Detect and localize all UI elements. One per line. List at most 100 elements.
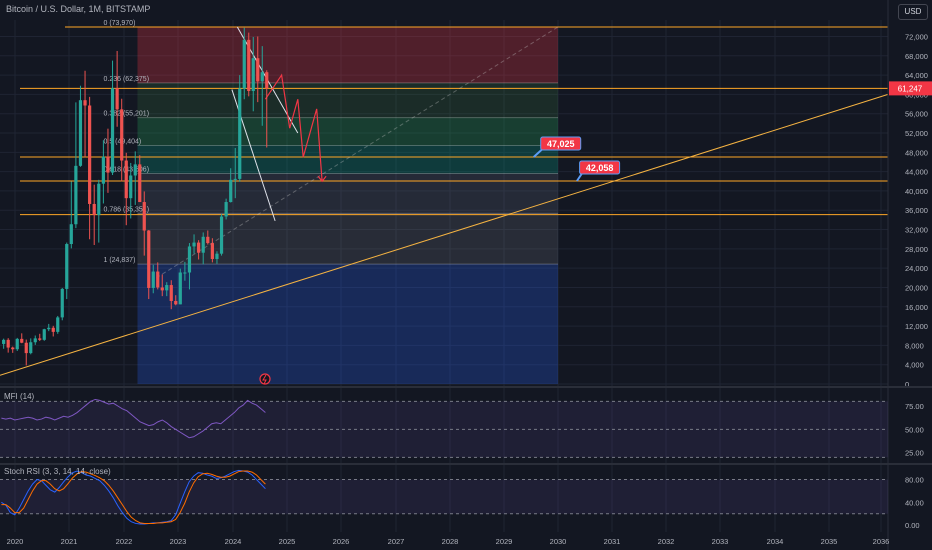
candle-body <box>69 224 73 245</box>
fib-label: 0.382 (55,201) <box>104 111 150 118</box>
candle-body <box>110 88 115 173</box>
candle-body <box>256 58 260 82</box>
projection-zigzag <box>264 73 323 182</box>
fib-label: 1 (24,837) <box>104 257 136 264</box>
candle-body <box>201 236 205 253</box>
candle-body <box>97 183 101 216</box>
price-tick-label: 52,000 <box>905 129 928 138</box>
oscillator-tick-label: 50.00 <box>905 425 924 434</box>
candle-body <box>33 338 37 343</box>
price-tick-label: 40,000 <box>905 187 928 196</box>
time-tick-label: 2025 <box>279 537 296 546</box>
candle-body <box>78 100 83 166</box>
time-tick-label: 2034 <box>767 537 784 546</box>
candle-body <box>133 164 137 176</box>
candle-body <box>56 317 60 332</box>
candle-body <box>233 178 237 180</box>
time-tick-label: 2036 <box>873 537 890 546</box>
candle-body <box>265 72 269 89</box>
candle-body <box>215 253 219 259</box>
candle-body <box>38 338 42 340</box>
fib-zone <box>137 173 558 214</box>
last-price-label: 61,247 <box>898 84 923 93</box>
fib-label: 0.236 (62,375) <box>104 76 150 83</box>
price-tick-label: 16,000 <box>905 303 928 312</box>
projection-arrowhead <box>317 175 327 183</box>
candle-body <box>106 156 110 173</box>
time-tick-label: 2027 <box>388 537 405 546</box>
band-fill <box>0 479 888 514</box>
price-tick-label: 64,000 <box>905 71 928 80</box>
oscillator-tick-label: 40.00 <box>905 498 924 507</box>
price-tick-label: 44,000 <box>905 168 928 177</box>
time-tick-label: 2020 <box>7 537 24 546</box>
candle-body <box>129 175 133 199</box>
candle-body <box>192 242 196 247</box>
price-tick-label: 20,000 <box>905 283 928 292</box>
candle-body <box>42 329 46 340</box>
candle-body <box>160 287 164 291</box>
candle-body <box>138 164 142 203</box>
candle-body <box>88 105 92 204</box>
fib-label: 0 (73,970) <box>104 20 136 27</box>
candle-body <box>183 272 187 274</box>
candle-body <box>169 285 173 301</box>
lightning-icon <box>259 373 271 385</box>
candle-body <box>24 342 28 354</box>
chart-title: Bitcoin / U.S. Dollar, 1M, BITSTAMP <box>6 4 151 14</box>
candle-body <box>15 338 19 350</box>
candle-body <box>219 216 224 254</box>
candle-body <box>51 327 55 332</box>
time-tick-label: 2022 <box>116 537 133 546</box>
candle-body <box>120 109 124 161</box>
candle-body <box>187 246 192 273</box>
price-tick-label: 8,000 <box>905 341 924 350</box>
candle-body <box>60 288 64 318</box>
oscillator-tick-label: 75.00 <box>905 402 924 411</box>
time-tick-label: 2030 <box>550 537 567 546</box>
time-tick-label: 2031 <box>604 537 621 546</box>
candle-body <box>74 165 78 225</box>
candle-body <box>47 327 51 330</box>
candle-body <box>2 339 6 344</box>
candle-body <box>165 285 169 291</box>
time-tick-label: 2024 <box>225 537 242 546</box>
oscillator-series <box>1 398 266 439</box>
price-tick-label: 56,000 <box>905 110 928 119</box>
price-tick-label: 68,000 <box>905 52 928 61</box>
annotation-box <box>579 160 621 175</box>
candle-body <box>238 88 242 179</box>
candle-body <box>210 243 214 259</box>
candle-body <box>151 271 155 288</box>
currency-button[interactable]: USD <box>898 4 928 20</box>
dashed-trend-line <box>156 26 559 279</box>
candle-body <box>242 39 246 89</box>
fib-zone <box>137 264 558 384</box>
candle-body <box>29 342 33 354</box>
price-tick-label: 48,000 <box>905 148 928 157</box>
price-tick-label: 24,000 <box>905 264 928 273</box>
candle-body <box>260 72 264 82</box>
fib-zone <box>137 26 558 83</box>
time-tick-label: 2032 <box>658 537 675 546</box>
candle-body <box>247 39 251 92</box>
price-tick-label: 28,000 <box>905 245 928 254</box>
candle-body <box>101 156 105 184</box>
fib-zone <box>137 117 558 146</box>
candle-body <box>156 271 160 288</box>
annotation-label: 42,058 <box>586 163 614 173</box>
fib-zone <box>137 145 558 174</box>
price-tick-label: 12,000 <box>905 322 928 331</box>
oscillator-tick-label: 0.00 <box>905 521 920 530</box>
candle-body <box>124 160 128 199</box>
candle-body <box>206 236 210 244</box>
last-price-tag <box>889 81 932 96</box>
candle-body <box>115 88 119 110</box>
price-tick-label: 36,000 <box>905 206 928 215</box>
candle-body <box>11 347 15 350</box>
time-tick-label: 2023 <box>170 537 187 546</box>
candle-body <box>83 100 87 106</box>
annotation-box <box>540 136 582 151</box>
